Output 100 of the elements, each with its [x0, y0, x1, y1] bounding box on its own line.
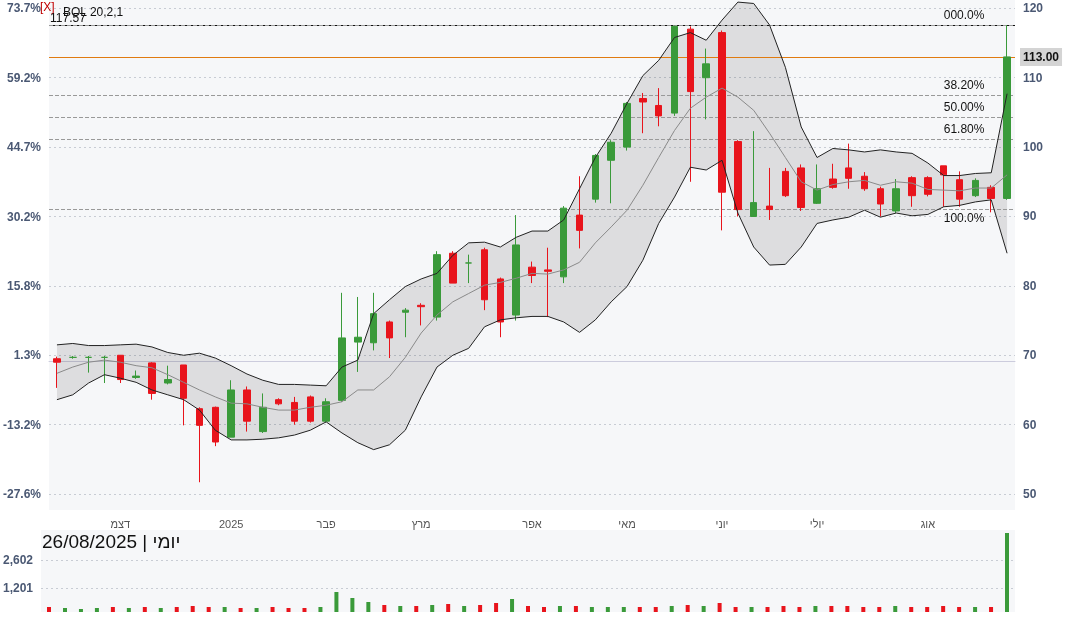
line-series [56, 87, 1008, 411]
bar [334, 592, 339, 612]
bar [861, 607, 866, 612]
bar [398, 606, 403, 612]
candlestick [782, 167, 789, 198]
bar [222, 607, 227, 612]
candlestick [148, 361, 156, 401]
y-tick-label: 60 [1023, 417, 1037, 432]
bar [94, 608, 99, 612]
candlestick [671, 25, 678, 117]
bar [478, 605, 483, 612]
annotation: יומי | 26/08/2025 [42, 531, 181, 552]
candlestick [386, 320, 393, 359]
candlestick [338, 292, 346, 403]
bar [557, 606, 562, 612]
bar [541, 607, 546, 612]
y-tick-label: 90 [1023, 209, 1037, 224]
candlestick [497, 277, 504, 338]
candlestick [417, 302, 425, 326]
bar [318, 607, 323, 612]
y-tick-label: 1,201 [3, 580, 34, 595]
x-tick-label: מאי [618, 517, 636, 530]
candlestick [1003, 24, 1011, 201]
line-series [56, 159, 1008, 451]
candlestick [766, 167, 773, 221]
bar [302, 608, 307, 612]
candlestick [623, 101, 631, 152]
bar [174, 607, 179, 612]
candlestick [259, 392, 267, 434]
bar [717, 603, 722, 612]
candlestick [291, 396, 298, 426]
candlestick [544, 247, 552, 318]
candlestick [892, 178, 900, 214]
bar [350, 598, 355, 612]
candlestick [465, 254, 472, 284]
candlestick [275, 397, 282, 406]
bar [701, 606, 706, 612]
y-tick-label: 70 [1023, 348, 1037, 363]
bar [494, 603, 499, 612]
candlestick [592, 153, 599, 204]
bar [142, 607, 147, 612]
bar [254, 608, 259, 612]
bar [573, 606, 578, 612]
x-tick-label: יוני [715, 517, 729, 530]
candlestick [576, 175, 583, 249]
bar [158, 608, 163, 612]
bar [653, 607, 658, 612]
y-tick-label: 80 [1023, 278, 1037, 293]
candlestick [101, 355, 108, 384]
candlestick [845, 143, 852, 190]
bar [765, 607, 770, 612]
candlestick [687, 25, 694, 183]
bar [78, 609, 83, 612]
bar [382, 605, 387, 612]
bar [414, 606, 419, 612]
candlestick [180, 364, 187, 426]
x-tick-label: אוג [920, 517, 936, 530]
candlestick [702, 48, 710, 120]
y-tick-label: 100 [1023, 140, 1044, 155]
bar [845, 606, 850, 612]
candlestick [85, 355, 92, 374]
candlestick [750, 130, 757, 217]
candlestick [924, 175, 932, 197]
bar [909, 607, 914, 612]
y2-tick-label: 59.2% [6, 70, 42, 85]
candlestick [956, 170, 963, 208]
candlestick [734, 139, 742, 217]
ref-line-label: 113.00 [1023, 49, 1060, 64]
y2-tick-label: -13.2% [2, 417, 42, 432]
bar [973, 607, 978, 612]
bar [781, 606, 786, 612]
candlestick [481, 247, 488, 311]
bar [47, 607, 52, 612]
bar [126, 608, 131, 612]
y2-tick-label: 73.7% [6, 1, 42, 16]
bar [989, 607, 994, 612]
bar [829, 606, 834, 612]
candlestick [639, 92, 647, 134]
y2-tick-label: 15.8% [6, 278, 42, 293]
candlestick [607, 139, 615, 204]
bar [62, 608, 67, 612]
bar [510, 599, 515, 612]
y2-tick-label: 44.7% [6, 140, 42, 155]
bar [957, 607, 962, 612]
bar [446, 604, 451, 612]
x-tick-label: 2025 [218, 517, 244, 530]
candlestick [718, 30, 726, 231]
bar [206, 607, 211, 612]
candlestick [354, 296, 362, 373]
y2-tick-label: 30.2% [6, 209, 42, 224]
bar [270, 607, 275, 612]
bar [925, 607, 930, 612]
annotation: [X] [40, 0, 55, 14]
candlestick [813, 163, 821, 205]
bar [877, 607, 882, 612]
y-tick-label: 110 [1023, 70, 1043, 85]
candlestick [877, 186, 884, 217]
y-tick-label: 2,602 [3, 552, 34, 567]
candlestick [53, 356, 61, 389]
y2-tick-label: 1.3% [13, 348, 42, 363]
